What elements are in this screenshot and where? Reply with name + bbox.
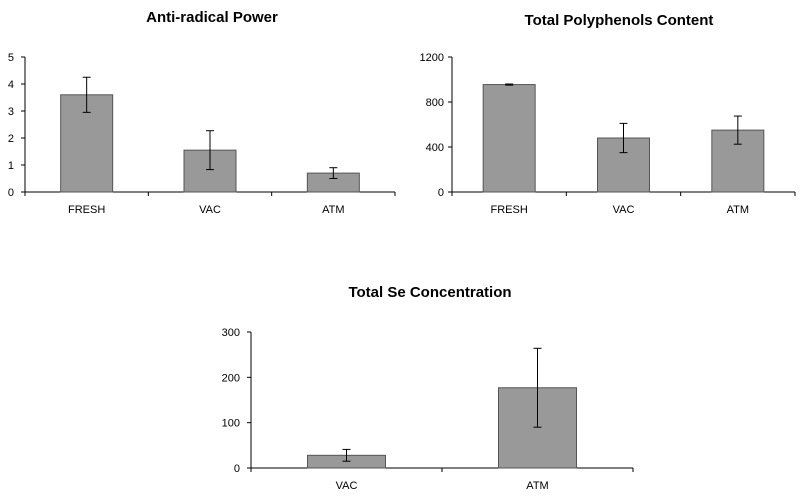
chart-title: Total Se Concentration [348, 284, 511, 301]
chart-anti-radical: Anti-radical Power 0 1 2 3 4 5 FRESH VAC ATM [8, 9, 396, 216]
chart-selenium: Total Se Concentration 0 100 200 300 VAC ATM [222, 284, 634, 492]
x-category-label: VAC [613, 204, 635, 216]
x-category-label: ATM [526, 480, 548, 492]
y-tick-label: 2 [8, 133, 14, 145]
y-tick-label: 5 [8, 52, 14, 64]
x-category-label: ATM [322, 204, 344, 216]
y-tick-label: 0 [8, 187, 14, 199]
x-category-label: ATM [727, 204, 749, 216]
y-tick-label: 100 [222, 418, 240, 430]
x-category-label: VAC [336, 480, 358, 492]
y-tick-label: 1 [8, 160, 14, 172]
x-category-label: FRESH [68, 204, 105, 216]
y-tick-label: 0 [438, 187, 444, 199]
y-tick-label: 4 [8, 79, 14, 91]
chart-title: Total Polyphenols Content [525, 12, 714, 29]
y-tick-label: 0 [234, 463, 240, 475]
chart-polyphenols: Total Polyphenols Content 0 400 800 1200 FRES… [420, 12, 796, 216]
y-tick-label: 3 [8, 106, 14, 118]
y-tick-label: 800 [426, 97, 444, 109]
x-category-label: FRESH [491, 204, 528, 216]
bar-fresh [482, 84, 536, 193]
y-tick-label: 1200 [420, 52, 444, 64]
x-category-label: VAC [199, 204, 221, 216]
y-tick-label: 300 [222, 327, 240, 339]
y-tick-label: 200 [222, 372, 240, 384]
y-tick-label: 400 [426, 142, 444, 154]
chart-title: Anti-radical Power [146, 9, 278, 26]
